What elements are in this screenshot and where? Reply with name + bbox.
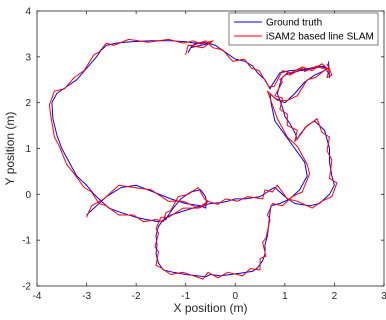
y-ticks: -2 -1 0 1 2 3 4 — [22, 7, 384, 293]
x-axis-label: X position (m) — [173, 301, 247, 315]
legend-box — [228, 12, 379, 46]
legend: Ground truth iSAM2 based line SLAM — [228, 12, 379, 46]
y-tick-label: 3 — [25, 52, 31, 63]
y-tick-label: 4 — [25, 7, 31, 18]
legend-label-isam2-slam: iSAM2 based line SLAM — [266, 32, 374, 43]
series-layer — [48, 38, 338, 280]
x-tick-label: 0 — [233, 291, 239, 302]
x-tick-label: 3 — [381, 291, 386, 302]
series-line-ground-truth — [51, 40, 335, 278]
x-tick-label: -1 — [181, 291, 190, 302]
y-tick-label: -1 — [22, 236, 31, 247]
legend-label-ground-truth: Ground truth — [266, 18, 322, 29]
y-tick-label: 1 — [25, 144, 31, 155]
x-tick-label: 1 — [282, 291, 288, 302]
y-tick-label: -2 — [22, 282, 31, 293]
x-ticks: -4 -3 -2 -1 0 1 2 3 — [33, 11, 386, 302]
x-tick-label: -2 — [132, 291, 141, 302]
series-line-isam2-slam — [48, 38, 338, 280]
x-tick-label: 2 — [332, 291, 338, 302]
y-axis-label: Y position (m) — [3, 112, 17, 186]
y-tick-label: 2 — [25, 98, 31, 109]
y-tick-label: 0 — [25, 190, 31, 201]
x-tick-label: -3 — [82, 291, 91, 302]
x-tick-label: -4 — [33, 291, 42, 302]
plot-area: -4 -3 -2 -1 0 1 2 3 -2 -1 0 1 2 3 4 — [22, 7, 386, 303]
